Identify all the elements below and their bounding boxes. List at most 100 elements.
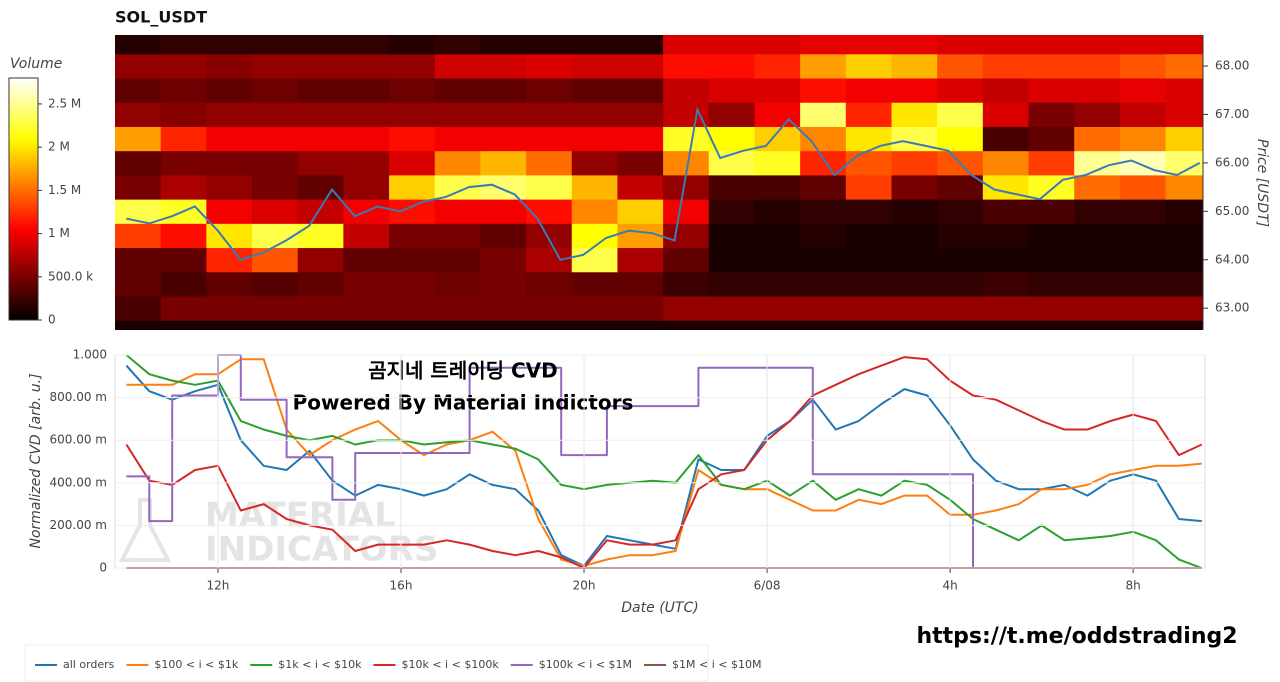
heatmap-cell (617, 223, 664, 249)
heatmap-cell (891, 53, 938, 79)
heatmap-cell (754, 78, 801, 103)
heatmap-cell (663, 53, 710, 79)
y-tick-label: 1.000 (73, 348, 107, 362)
heatmap-cell (115, 296, 162, 321)
heatmap-cell (343, 35, 390, 55)
heatmap-cell (480, 199, 527, 224)
heatmap-cell (800, 199, 847, 224)
heatmap-cell (389, 102, 436, 127)
heatmap-cell (937, 223, 984, 249)
heatmap-cell (252, 126, 299, 152)
heatmap-cell (617, 102, 664, 127)
legend-label: $1k < i < $10k (278, 658, 362, 671)
heatmap-cell (708, 126, 756, 152)
heatmap-cell (206, 247, 253, 273)
heatmap-cell (252, 102, 299, 127)
y-tick-label: 66.00 (1215, 155, 1249, 169)
heatmap-cell (1165, 296, 1203, 321)
heatmap-cell (434, 271, 482, 297)
heatmap-cell (343, 296, 390, 321)
heatmap-cell (115, 102, 162, 127)
heatmap-cell (526, 223, 573, 249)
heatmap-cell (708, 78, 756, 103)
heatmap-cell (937, 174, 984, 200)
heatmap-cell (160, 296, 207, 321)
heatmap-cell (708, 296, 756, 321)
heatmap-cell (663, 296, 710, 321)
heatmap-cell (891, 199, 938, 224)
heatmap-cell (297, 296, 344, 321)
heatmap-cell (663, 247, 710, 273)
heatmap-cell (754, 199, 801, 224)
heatmap-cell (800, 223, 847, 249)
heatmap-cell (754, 223, 801, 249)
heatmap-cell (297, 78, 344, 103)
heatmap-cell (891, 150, 938, 176)
heatmap-cell (1119, 126, 1167, 152)
heatmap-cell (754, 174, 801, 200)
heatmap-cell (252, 223, 299, 249)
heatmap-cell (617, 78, 664, 103)
heatmap-cell (617, 150, 664, 176)
heatmap-cell (160, 174, 207, 200)
heatmap-cell (1074, 102, 1121, 127)
heatmap-cell (160, 102, 207, 127)
heatmap-cell (1119, 223, 1167, 249)
cvd-line (126, 358, 1202, 567)
heatmap (115, 35, 1203, 321)
heatmap-cell (343, 102, 390, 127)
heatmap-cell (526, 78, 573, 103)
heatmap-cell (206, 199, 253, 224)
heatmap-cell (115, 271, 162, 297)
heatmap-cell (434, 296, 482, 321)
heatmap-cell (891, 174, 938, 200)
heatmap-cell (845, 126, 893, 152)
heatmap-cell (1119, 271, 1167, 297)
heatmap-cell (800, 296, 847, 321)
heatmap-cell (800, 247, 847, 273)
heatmap-cell (1074, 296, 1121, 321)
heatmap-cell (982, 35, 1030, 55)
heatmap-cell (115, 78, 162, 103)
heatmap-cell (982, 53, 1030, 79)
heatmap-cell (206, 150, 253, 176)
heatmap-cell (160, 150, 207, 176)
heatmap-cell (891, 296, 938, 321)
heatmap-cell (617, 199, 664, 224)
heatmap-cell (845, 78, 893, 103)
colorbar-tick-label: 2 M (48, 140, 70, 154)
colorbar-tick-label: 500.0 k (48, 269, 93, 283)
x-tick-label: 16h (390, 579, 413, 593)
heatmap-cell (754, 247, 801, 273)
heatmap-cell (708, 271, 756, 297)
y-tick-label: 68.00 (1215, 59, 1249, 73)
heatmap-cell (891, 35, 938, 55)
heatmap-cell (1074, 247, 1121, 273)
heatmap-cell (526, 53, 573, 79)
heatmap-cell (617, 126, 664, 152)
heatmap-cell (115, 199, 162, 224)
heatmap-cell (845, 102, 893, 127)
heatmap-cell (1119, 102, 1167, 127)
heatmap-cell (389, 126, 436, 152)
cvd-line (125, 356, 1203, 569)
heatmap-cell (1165, 78, 1203, 103)
heatmap-cell (389, 78, 436, 103)
heatmap-cell (754, 296, 801, 321)
legend-label: $1M < i < $10M (672, 658, 761, 671)
heatmap-cell (1119, 35, 1167, 55)
heatmap-cell (343, 223, 390, 249)
colorbar (8, 77, 39, 321)
heatmap-cell (891, 247, 938, 273)
heatmap-cell (252, 150, 299, 176)
heatmap-cell (526, 150, 573, 176)
heatmap-cell (1028, 271, 1075, 297)
heatmap-cell (297, 150, 344, 176)
heatmap-cell (343, 174, 390, 200)
heatmap-cell (480, 223, 527, 249)
heatmap-cell (206, 271, 253, 297)
heatmap-cell (343, 126, 390, 152)
heatmap-cell (480, 150, 527, 176)
heatmap-cell (434, 199, 482, 224)
